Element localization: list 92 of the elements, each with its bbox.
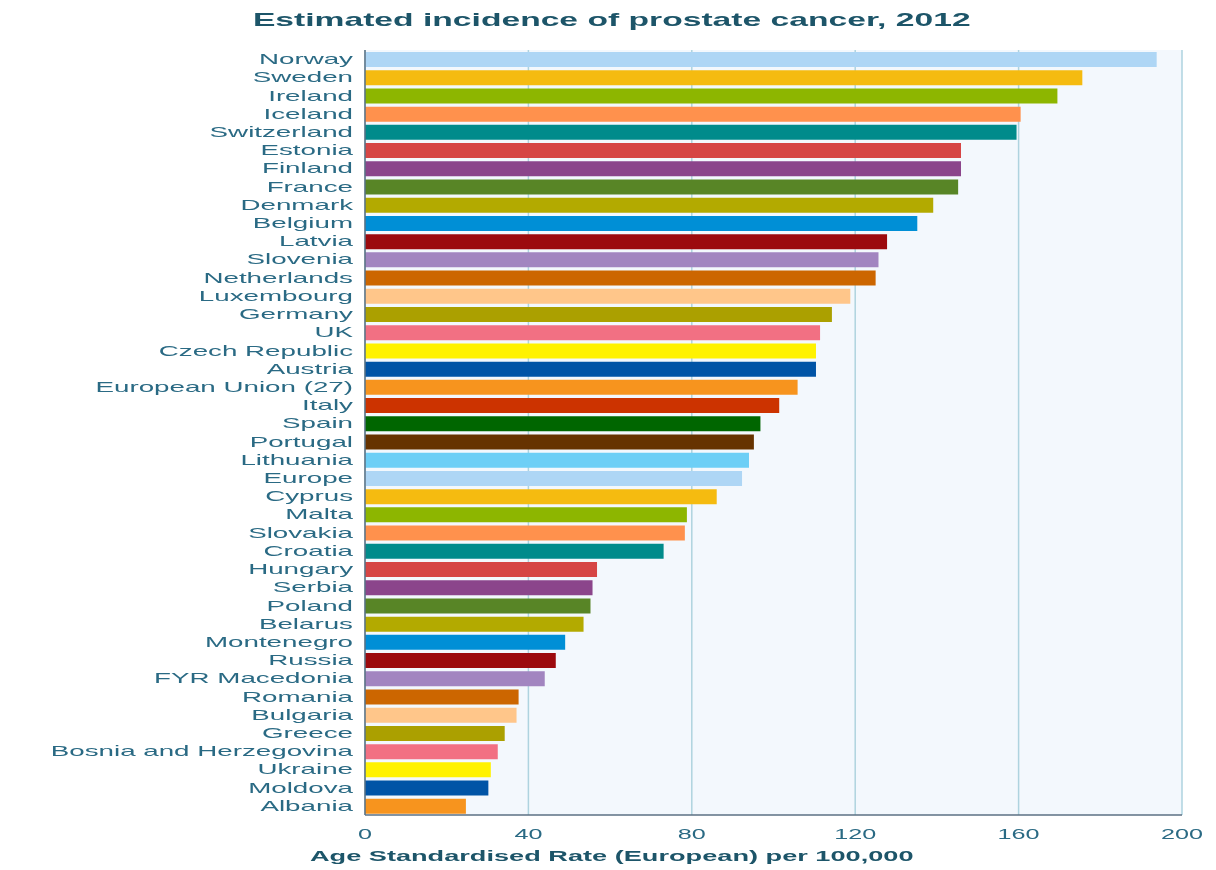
chart-title: Estimated incidence of prostate cancer, 2012 (253, 9, 971, 31)
bar (365, 288, 851, 304)
bar (365, 671, 545, 687)
y-tick-label: Croatia (263, 542, 354, 560)
y-tick-label: Luxembourg (198, 287, 353, 305)
bar (365, 562, 598, 577)
bar (365, 252, 879, 268)
bar (365, 780, 489, 796)
bar (365, 88, 1058, 104)
y-tick-label: Romania (241, 688, 354, 705)
y-tick-label: Slovenia (246, 251, 354, 268)
y-tick-label: Portugal (249, 433, 353, 450)
bar (365, 325, 821, 341)
y-tick-label: Russia (268, 651, 354, 669)
y-tick-label: Cyprus (265, 487, 353, 505)
y-tick-label: Belarus (258, 615, 353, 633)
bar (365, 470, 743, 486)
y-tick-label: Lithuania (240, 451, 354, 469)
bar (365, 634, 566, 650)
y-tick-label: Spain (282, 414, 353, 432)
y-tick-label: UK (314, 323, 354, 341)
bar (365, 725, 505, 741)
y-tick-label: Germany (238, 305, 355, 323)
y-tick-label: Bosnia and Herzegovina (50, 742, 354, 760)
bar (365, 762, 491, 778)
y-tick-label: Latvia (278, 232, 354, 250)
y-tick-label: Iceland (263, 105, 353, 123)
y-tick-label: Montenegro (204, 633, 353, 651)
bar (365, 798, 466, 814)
y-tick-label: Switzerland (209, 123, 353, 141)
bar (365, 361, 816, 377)
bar (365, 379, 798, 395)
bar (365, 215, 918, 231)
bar (365, 507, 687, 523)
bar (365, 124, 1017, 140)
y-tick-label: Hungary (248, 560, 355, 578)
bar (365, 616, 584, 632)
y-tick-label: Austria (266, 360, 354, 378)
bar (365, 70, 1083, 86)
y-tick-label: Norway (258, 50, 355, 68)
bar (365, 343, 816, 359)
bar (365, 52, 1157, 67)
y-tick-label: Slovakia (248, 524, 354, 542)
y-tick-label: Denmark (240, 196, 355, 214)
y-tick-label: Czech Republic (158, 342, 353, 359)
y-tick-label: Greece (262, 724, 353, 742)
y-tick-label: Albania (260, 797, 354, 815)
bar (365, 744, 498, 760)
y-tick-label: Moldova (248, 779, 354, 797)
y-tick-label: Malta (285, 506, 354, 523)
x-tick-label: 160 (997, 825, 1040, 842)
bar (365, 398, 780, 414)
bar (365, 598, 591, 614)
bar (365, 653, 556, 669)
x-tick-label: 200 (1160, 825, 1204, 842)
x-tick-label: 120 (834, 825, 877, 842)
y-tick-label: Netherlands (203, 269, 353, 287)
bar (365, 143, 961, 159)
y-tick-label: Italy (302, 396, 355, 414)
bar (365, 416, 761, 432)
y-tick-label: Ukraine (257, 761, 353, 778)
y-tick-label: FYR Macedonia (154, 669, 354, 687)
bar (365, 234, 888, 250)
y-tick-label: Ireland (268, 87, 353, 104)
y-tick-label: Poland (266, 597, 353, 614)
bar (365, 452, 749, 468)
bar (365, 179, 959, 195)
bar (365, 525, 685, 541)
bar (365, 689, 519, 705)
y-tick-label: Bulgaria (251, 706, 354, 724)
bar (365, 106, 1021, 122)
x-tick-label: 80 (677, 825, 706, 842)
x-tick-label: 40 (514, 825, 543, 842)
bar (365, 543, 664, 559)
bar (365, 197, 934, 213)
x-axis-title: Age Standardised Rate (European) per 100,000 (310, 847, 914, 864)
bar (365, 489, 717, 505)
y-tick-label: Belgium (252, 214, 353, 232)
x-tick-label: 0 (357, 825, 373, 842)
y-tick-label: Finland (262, 159, 353, 177)
bar (365, 434, 754, 450)
y-tick-label: Europe (263, 469, 353, 487)
bar (365, 307, 832, 322)
bar (365, 270, 876, 286)
bar (365, 580, 593, 596)
y-tick-label: Serbia (272, 578, 354, 596)
bar (365, 161, 961, 177)
bar (365, 707, 517, 723)
y-tick-label: Estonia (260, 141, 354, 159)
y-tick-label: Sweden (252, 68, 353, 86)
y-tick-label: France (266, 178, 353, 195)
y-tick-label: European Union (27) (95, 378, 353, 396)
